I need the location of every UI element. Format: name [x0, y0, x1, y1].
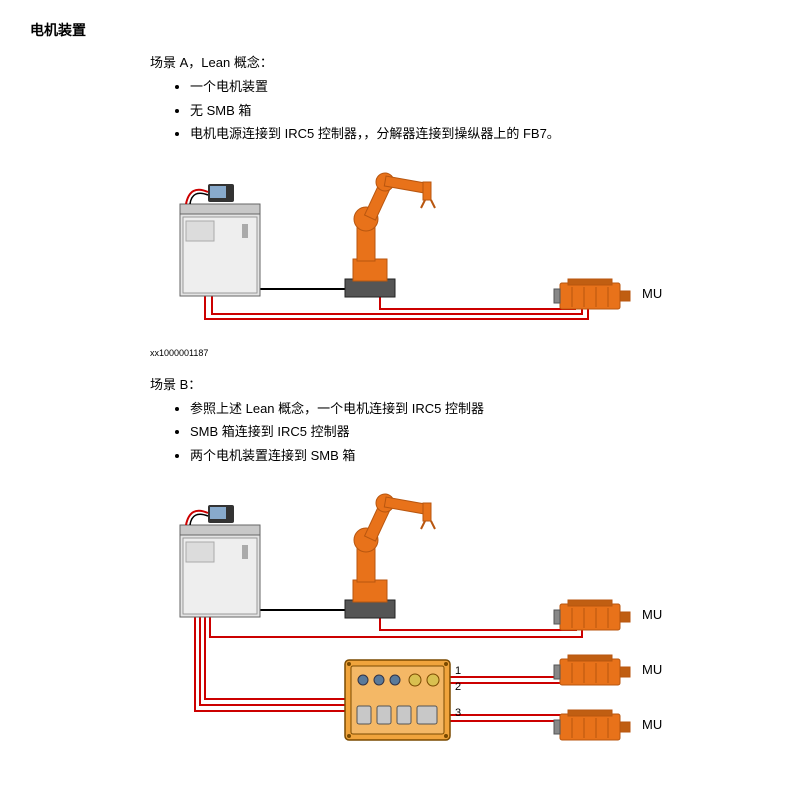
bullet: 参照上述 Lean 概念，一个电机连接到 IRC5 控制器 — [190, 399, 770, 419]
motor-unit-icon — [554, 710, 630, 740]
motor-unit-icon — [554, 655, 630, 685]
diagram-b-svg — [150, 475, 710, 765]
robot-arm-icon — [345, 173, 435, 297]
section-title: 电机装置 — [30, 20, 770, 40]
scenario-a-heading: 场景 A，Lean 概念： — [150, 52, 770, 71]
diagram-a-svg — [150, 154, 710, 344]
mu-label: MU — [642, 717, 662, 732]
figure-a-caption: xx1000001187 — [150, 348, 770, 358]
scenario-b-bullets: 参照上述 Lean 概念，一个电机连接到 IRC5 控制器 SMB 箱连接到 I… — [150, 399, 770, 466]
motor-unit-icon — [554, 279, 630, 309]
mu-label: MU — [642, 607, 662, 622]
smb-port-label: 1 — [455, 665, 461, 677]
mu-label: MU — [642, 286, 662, 301]
bullet: SMB 箱连接到 IRC5 控制器 — [190, 422, 770, 442]
bullet: 两个电机装置连接到 SMB 箱 — [190, 446, 770, 466]
smb-port-label: 2 — [455, 681, 461, 693]
irc5-cabinet-icon — [180, 184, 260, 296]
scenario-b-heading: 场景 B： — [150, 374, 770, 393]
bullet: 一个电机装置 — [190, 77, 770, 97]
figure-scenario-b: MU MU MU 1 2 3 — [150, 475, 770, 765]
irc5-cabinet-icon — [180, 505, 260, 617]
bullet: 电机电源连接到 IRC5 控制器，，分解器连接到操纵器上的 FB7。 — [190, 124, 770, 144]
mu-label: MU — [642, 662, 662, 677]
bullet: 无 SMB 箱 — [190, 101, 770, 121]
figure-scenario-a: MU — [150, 154, 770, 344]
document-content: 场景 A，Lean 概念： 一个电机装置 无 SMB 箱 电机电源连接到 IRC… — [150, 52, 770, 765]
smb-box-icon — [345, 660, 450, 740]
robot-arm-icon — [345, 494, 435, 618]
smb-port-label: 3 — [455, 707, 461, 719]
motor-unit-icon — [554, 600, 630, 630]
scenario-a-bullets: 一个电机装置 无 SMB 箱 电机电源连接到 IRC5 控制器，，分解器连接到操… — [150, 77, 770, 144]
